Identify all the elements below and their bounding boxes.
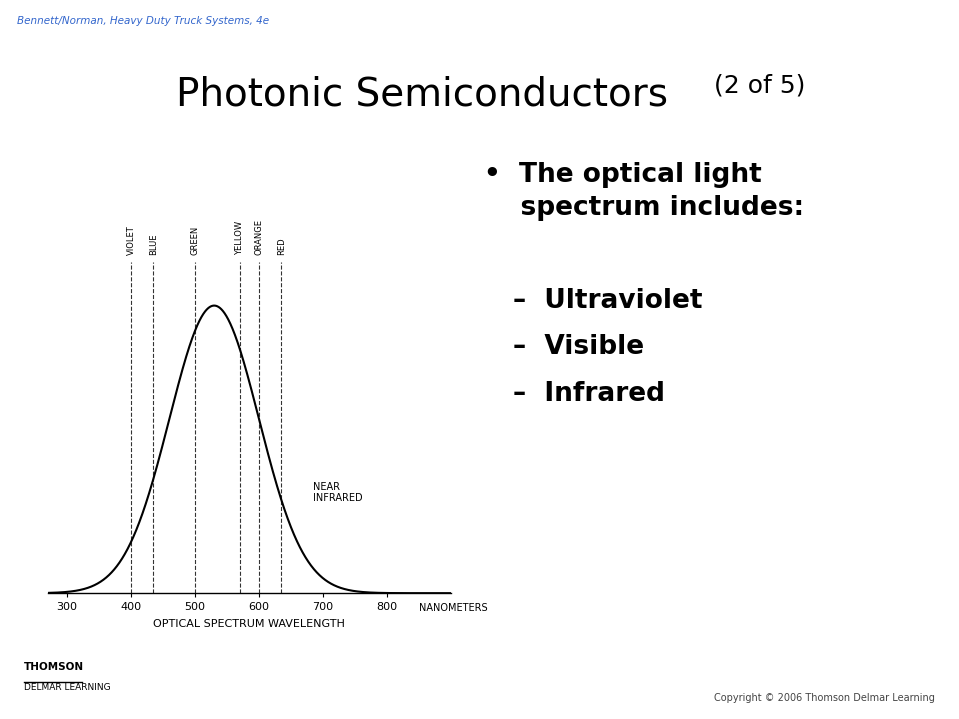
- Text: NEAR
INFRARED: NEAR INFRARED: [314, 482, 363, 503]
- Text: •  The optical light
    spectrum includes:: • The optical light spectrum includes:: [484, 162, 805, 221]
- Text: YELLOW: YELLOW: [235, 221, 245, 255]
- Text: BLUE: BLUE: [149, 234, 158, 255]
- Text: –  Infrared: – Infrared: [513, 381, 665, 407]
- Text: –  Visible: – Visible: [513, 334, 644, 360]
- Text: GREEN: GREEN: [191, 226, 199, 255]
- Text: RED: RED: [277, 237, 286, 255]
- Text: THOMSON: THOMSON: [24, 662, 84, 672]
- Text: Photonic Semiconductors: Photonic Semiconductors: [175, 75, 668, 114]
- X-axis label: OPTICAL SPECTRUM WAVELENGTH: OPTICAL SPECTRUM WAVELENGTH: [153, 619, 345, 629]
- Text: (2 of 5): (2 of 5): [714, 73, 806, 97]
- Text: –  Ultraviolet: – Ultraviolet: [513, 288, 703, 313]
- Text: ORANGE: ORANGE: [254, 219, 264, 255]
- Text: NANOMETERS: NANOMETERS: [419, 603, 487, 613]
- Text: DELMAR LEARNING: DELMAR LEARNING: [24, 683, 110, 692]
- Text: Bennett/Norman, Heavy Duty Truck Systems, 4e: Bennett/Norman, Heavy Duty Truck Systems…: [17, 16, 269, 26]
- Text: VIOLET: VIOLET: [127, 226, 135, 255]
- Text: Copyright © 2006 Thomson Delmar Learning: Copyright © 2006 Thomson Delmar Learning: [714, 693, 935, 703]
